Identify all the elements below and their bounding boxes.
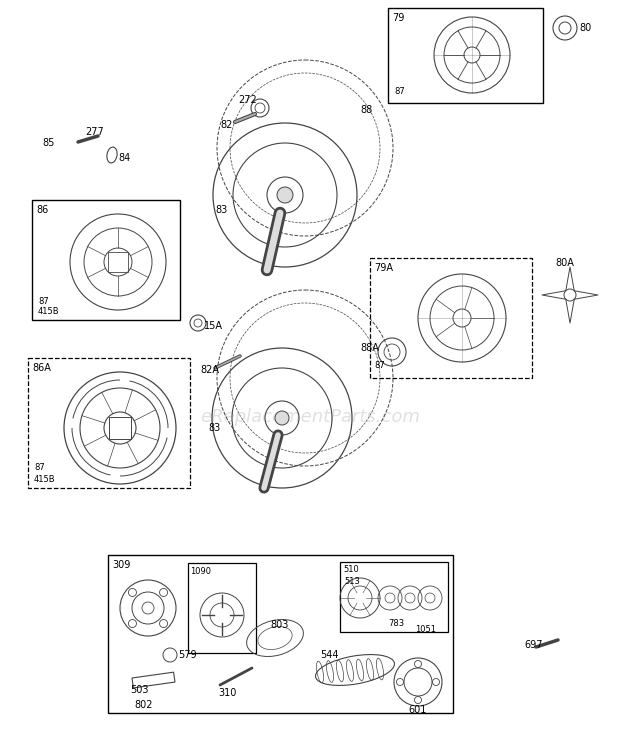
Text: 87: 87 [374,362,385,371]
Bar [370,258,532,378]
Text: 309: 309 [112,560,130,570]
Bar [188,563,256,653]
Text: 87: 87 [394,86,405,95]
Text: 1051: 1051 [415,626,436,635]
Text: 1090: 1090 [190,566,211,576]
Text: 82A: 82A [200,365,219,375]
Text: 503: 503 [130,685,149,695]
Text: 84: 84 [118,153,130,163]
Text: 510: 510 [343,565,359,574]
Text: 86A: 86A [32,363,51,373]
Text: 803: 803 [270,620,288,630]
Text: 83: 83 [215,205,228,215]
Bar [32,200,180,320]
Circle shape [277,187,293,203]
Bar [388,8,543,103]
Text: 544: 544 [320,650,339,660]
Text: 415B: 415B [38,307,60,316]
Text: 277: 277 [85,127,104,137]
Text: 79: 79 [392,13,404,23]
Text: 85: 85 [42,138,55,148]
Bar [132,672,175,688]
Text: 415B: 415B [34,475,56,484]
Text: 802: 802 [134,700,153,710]
Text: 579: 579 [178,650,197,660]
Text: 79A: 79A [374,263,393,273]
Text: 80A: 80A [556,258,575,268]
Bar [108,555,453,713]
Text: eReplacementParts.com: eReplacementParts.com [200,408,420,426]
Text: 310: 310 [218,688,236,698]
Text: 83: 83 [208,423,220,433]
Text: 80: 80 [579,23,591,33]
Text: 88A: 88A [360,343,379,353]
Text: 82: 82 [220,120,232,130]
Text: 15A: 15A [204,321,223,331]
Text: 513: 513 [344,577,360,586]
Text: 272: 272 [238,95,257,105]
Text: 87: 87 [34,464,45,472]
Text: 88: 88 [360,105,372,115]
Text: 86: 86 [36,205,48,215]
Bar [28,358,190,488]
Text: 601: 601 [408,705,427,715]
Circle shape [275,411,289,425]
Bar [108,252,128,272]
Text: 87: 87 [38,298,49,307]
Bar [340,562,448,632]
Text: 783: 783 [388,620,404,629]
Bar [109,417,131,439]
Text: 697: 697 [524,640,542,650]
